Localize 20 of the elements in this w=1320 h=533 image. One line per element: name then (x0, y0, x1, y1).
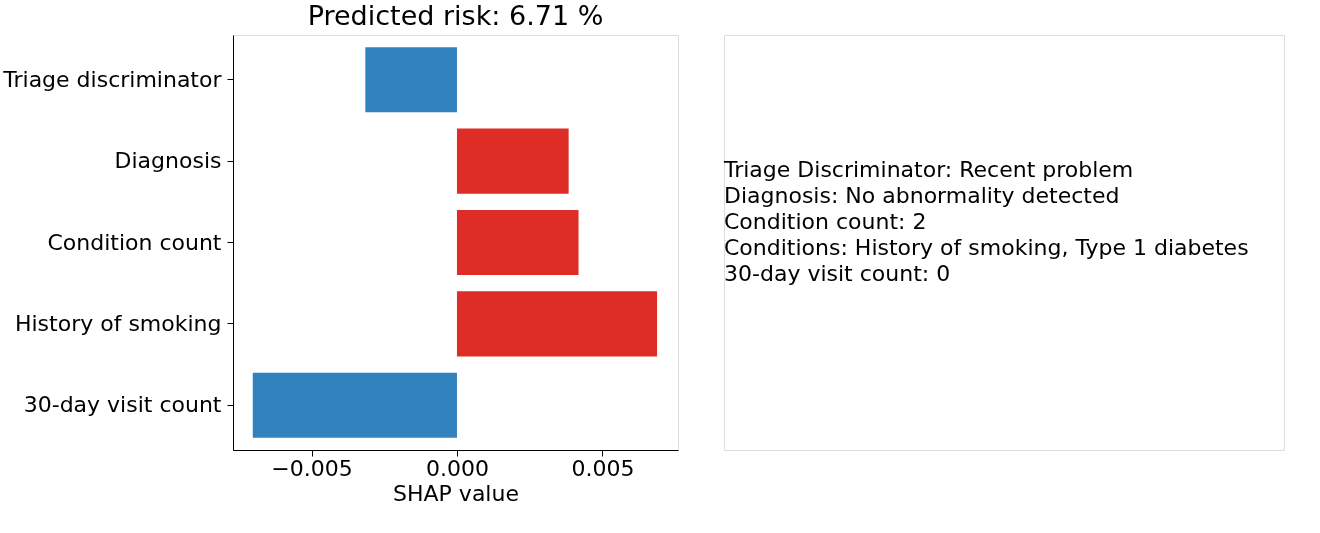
bar (252, 372, 457, 438)
y-tick-label: 30-day visit count (23, 392, 222, 418)
bar (365, 47, 457, 113)
y-tick-label: Triage discriminator (2, 66, 223, 92)
bar (456, 291, 658, 357)
x-tick-label: −0.005 (271, 455, 353, 481)
bar (456, 209, 579, 276)
text: Triage Discriminator: Recent problem (723, 157, 1134, 182)
chart-title: Predicted risk: 6.71 % (307, 0, 604, 31)
text: Diagnosis: No abnormality detected (724, 183, 1120, 208)
x-tick-label: 0.005 (571, 455, 635, 481)
x-axis-title: SHAP value (393, 480, 519, 506)
x-tick-label: 0.000 (425, 455, 489, 481)
y-tick-label: Diagnosis (114, 148, 222, 174)
text: Condition count: 2 (724, 209, 927, 234)
text: Conditions: History of smoking, Type 1 diabetes (724, 235, 1249, 260)
y-tick-label: Condition count (47, 229, 222, 255)
text: 30-day visit count: 0 (724, 261, 951, 286)
y-tick-label: History of smoking (14, 310, 222, 336)
bar (456, 128, 569, 194)
